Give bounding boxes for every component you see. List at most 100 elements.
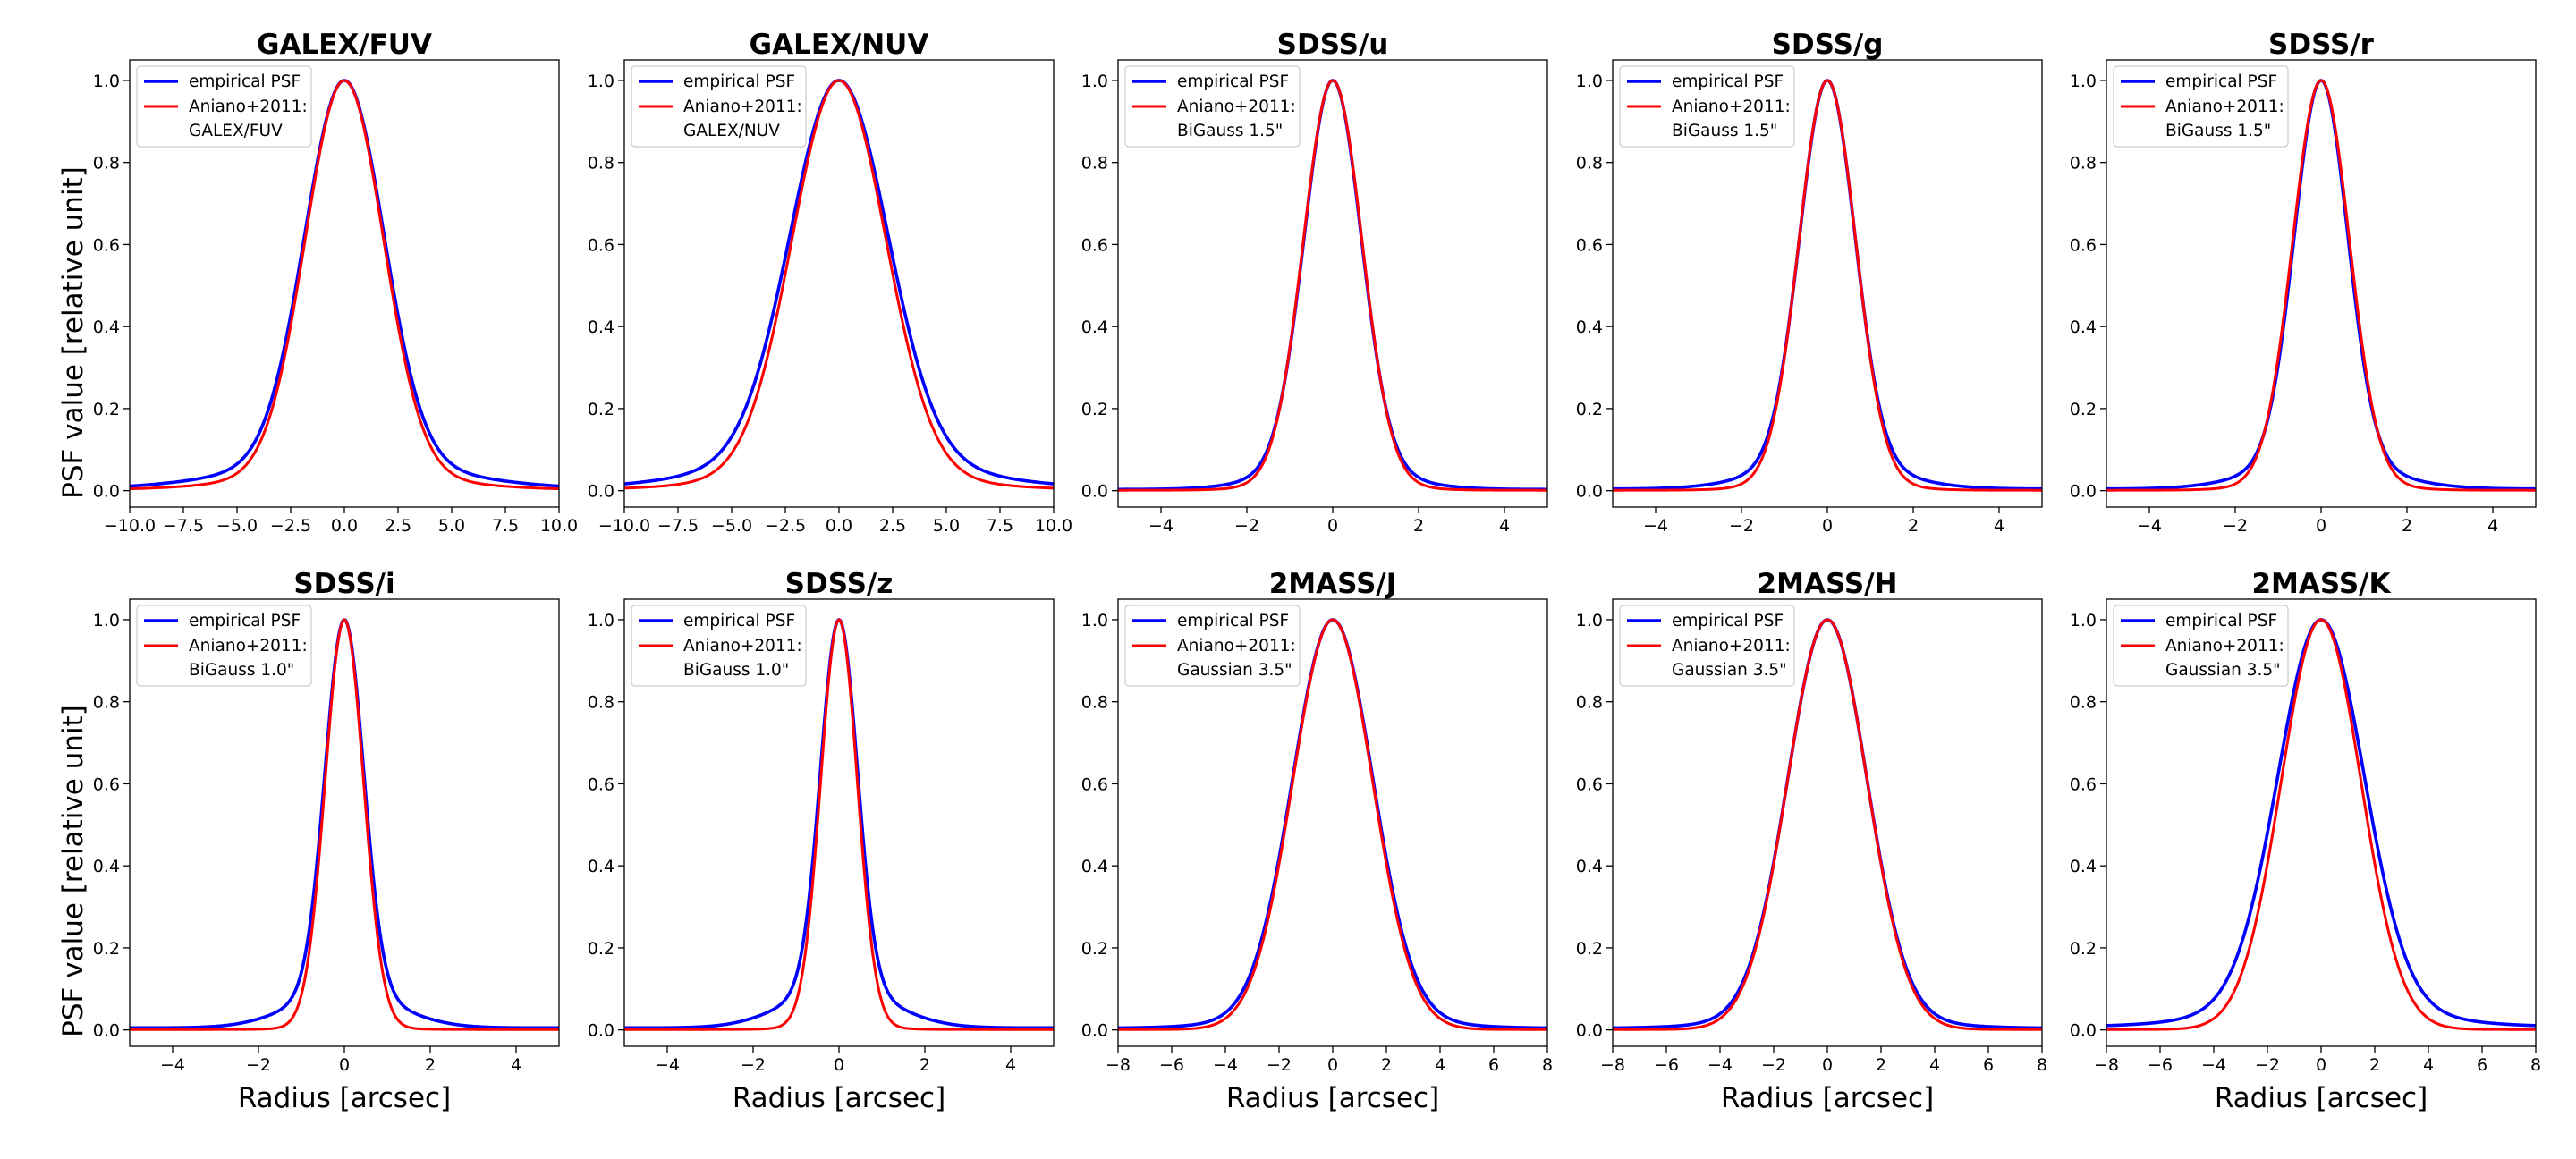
y-tick-label: 0.4 [588, 317, 614, 337]
x-tick-label: −4 [160, 1055, 185, 1075]
y-tick-label: 0.2 [1081, 939, 1108, 959]
legend-box [631, 65, 807, 148]
series-group [2106, 79, 2536, 492]
legend: empirical PSF Aniano+2011: BiGauss 1.5" [1619, 65, 1795, 148]
x-tick-label: −2.5 [270, 516, 311, 536]
legend: empirical PSF Aniano+2011: Gaussian 3.5" [1124, 605, 1301, 687]
y-tick-label: 0.0 [2070, 1021, 2097, 1041]
series-group [1613, 618, 2042, 1031]
y-tick-label: 0.4 [1081, 857, 1108, 876]
x-tick-label: 4 [1435, 1055, 1445, 1075]
series-group [1613, 79, 2042, 492]
x-tick-label: 0 [339, 1055, 350, 1075]
y-tick-label: 0.6 [588, 235, 614, 255]
legend-box [136, 605, 312, 687]
y-tick-label: 0.6 [1081, 774, 1108, 794]
y-tick-label: 0.2 [2070, 400, 2097, 419]
legend-label-empirical: empirical PSF [1672, 612, 1784, 630]
series-line-aniano-model [2106, 618, 2536, 1031]
x-tick-label: 2 [1908, 516, 1919, 536]
y-tick-label: 0.6 [1081, 235, 1108, 255]
x-tick-label: 8 [2037, 1055, 2047, 1075]
legend-label-model: Aniano+2011: [1672, 97, 1791, 116]
x-tick-label: 2 [1413, 516, 1424, 536]
x-tick-label: −6 [1159, 1055, 1184, 1075]
legend-label-empirical: empirical PSF [1672, 72, 1784, 91]
x-tick-label: 10.0 [1035, 516, 1072, 536]
x-tick-label: 2 [425, 1055, 436, 1075]
legend: empirical PSF Aniano+2011: GALEX/FUV [136, 65, 312, 148]
x-tick-label: −2 [1267, 1055, 1292, 1075]
y-tick-label: 0.4 [93, 857, 120, 876]
xlabel: Radius [arcsec] [1226, 1082, 1439, 1114]
y-tick-label: 0.8 [588, 154, 614, 173]
y-tick-label: 1.0 [2070, 611, 2097, 630]
x-tick-label: 0 [834, 1055, 844, 1075]
x-tick-label: 2 [1381, 1055, 1392, 1075]
legend-label-kernel: Gaussian 3.5" [1672, 661, 1787, 680]
legend-box [2113, 65, 2289, 148]
y-tick-label: 0.6 [93, 235, 120, 255]
series-line-aniano-model [1118, 79, 1547, 492]
x-tick-label: 0.0 [331, 516, 358, 536]
y-tick-label: 0.6 [1576, 235, 1603, 255]
x-tick-label: 2.5 [385, 516, 411, 536]
x-tick-label: 10.0 [540, 516, 578, 536]
y-tick-label: 1.0 [1576, 72, 1603, 91]
legend-label-kernel: Gaussian 3.5" [2165, 661, 2281, 680]
x-tick-label: −2 [1234, 516, 1259, 536]
series-line-aniano-model [130, 618, 559, 1031]
y-tick-label: 0.2 [588, 400, 614, 419]
series-line-aniano-model [130, 79, 559, 491]
x-tick-label: 0 [1327, 516, 1338, 536]
panel-2mass-k: 2MASS/K −8 −6 −4 −2 0 2 4 6 8 0.0 0.2 0.4 0.6 0.8 1.0 Ra… [2070, 568, 2541, 1114]
legend-label-model: Aniano+2011: [683, 97, 802, 116]
legend-label-model: Aniano+2011: [2165, 97, 2284, 116]
x-tick-label: 4 [1005, 1055, 1016, 1075]
legend-label-model: Aniano+2011: [189, 97, 308, 116]
y-tick-label: 0.8 [1081, 693, 1108, 713]
legend-label-empirical: empirical PSF [683, 612, 795, 630]
x-tick-label: 6 [1488, 1055, 1499, 1075]
series-group [130, 79, 559, 491]
legend-label-model: Aniano+2011: [1177, 97, 1296, 116]
legend-label-model: Aniano+2011: [2165, 637, 2284, 656]
x-tick-label: 6 [2477, 1055, 2487, 1075]
x-tick-label: 0.0 [826, 516, 852, 536]
series-line-aniano-model [624, 79, 1054, 490]
y-tick-label: 0.4 [1576, 857, 1603, 876]
x-tick-label: −4 [2201, 1055, 2226, 1075]
x-tick-label: −4 [1213, 1055, 1238, 1075]
legend-label-kernel: BiGauss 1.0" [189, 661, 294, 680]
x-tick-label: −4 [655, 1055, 680, 1075]
y-tick-label: 0.6 [588, 774, 614, 794]
x-tick-label: −2 [246, 1055, 271, 1075]
y-tick-label: 0.0 [1576, 1021, 1603, 1041]
y-tick-label: 0.6 [2070, 235, 2097, 255]
y-tick-label: 1.0 [2070, 72, 2097, 91]
legend-box [1124, 605, 1301, 687]
y-tick-label: 0.2 [588, 939, 614, 959]
y-tick-label: 1.0 [93, 72, 120, 91]
x-tick-label: 2.5 [879, 516, 906, 536]
x-tick-label: 5.0 [438, 516, 465, 536]
y-tick-label: 0.0 [588, 482, 614, 502]
x-tick-label: −2 [741, 1055, 766, 1075]
x-tick-label: 8 [1542, 1055, 1553, 1075]
legend-label-empirical: empirical PSF [189, 72, 301, 91]
x-tick-label: −4 [2137, 516, 2162, 536]
x-tick-label: 4 [2487, 516, 2498, 536]
x-tick-label: 7.5 [492, 516, 519, 536]
series-group [624, 618, 1054, 1031]
x-tick-label: −10.0 [104, 516, 156, 536]
panel-title: 2MASS/H [1758, 568, 1898, 600]
y-tick-label: 0.4 [2070, 857, 2097, 876]
y-tick-label: 0.6 [93, 774, 120, 794]
y-tick-label: 0.4 [2070, 317, 2097, 337]
x-tick-label: 2 [2369, 1055, 2380, 1075]
legend: empirical PSF Aniano+2011: GALEX/NUV [631, 65, 807, 148]
x-tick-label: −4 [1148, 516, 1174, 536]
y-tick-label: 0.4 [1081, 317, 1108, 337]
panel-title: SDSS/i [293, 568, 394, 600]
series-line-aniano-model [1613, 79, 2042, 492]
